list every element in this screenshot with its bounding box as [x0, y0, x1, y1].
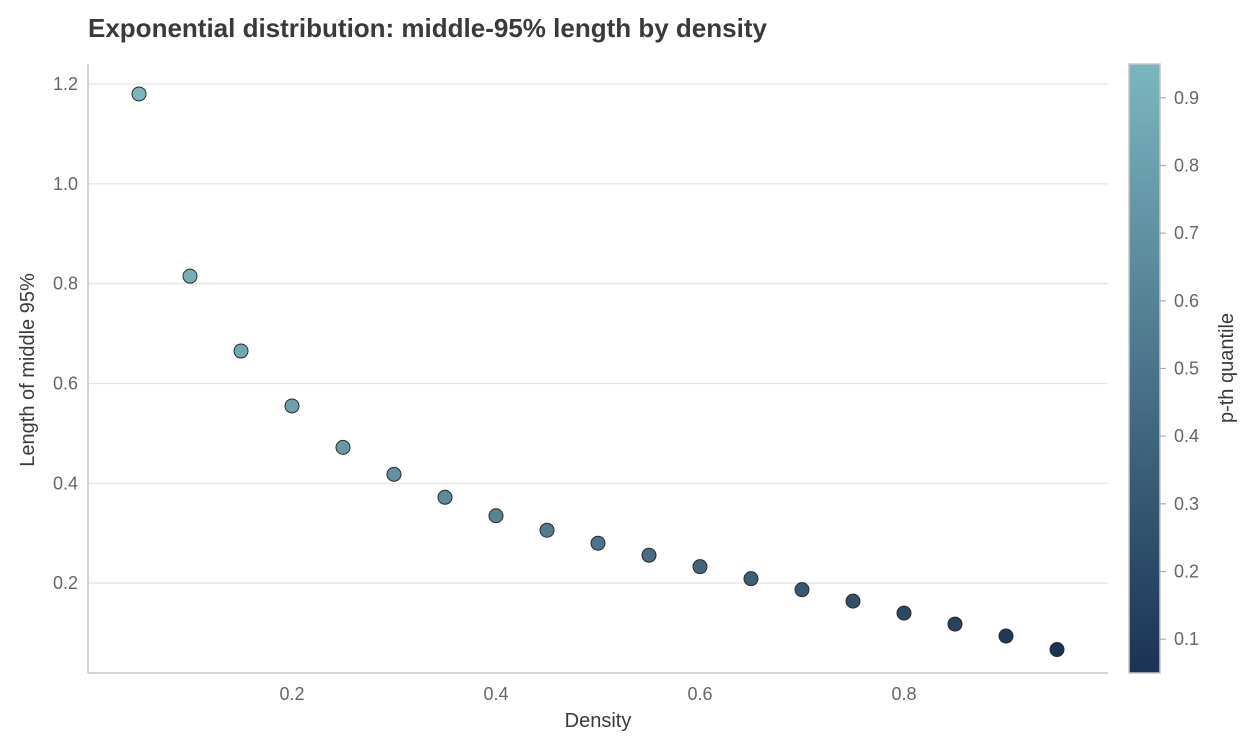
data-points [131, 86, 1065, 658]
colorbar-tick-label: 0.5 [1174, 359, 1199, 379]
data-point [539, 522, 555, 538]
data-point [233, 343, 249, 359]
y-tick-labels: 0.2 0.4 0.6 0.8 1.0 1.2 [53, 74, 78, 593]
colorbar-tick-label: 0.7 [1174, 223, 1199, 243]
colorbar-ticks: 0.1 0.2 0.3 0.4 0.5 0.6 0.7 0.8 0.9 [1160, 88, 1199, 649]
x-tick-label: 0.8 [891, 684, 916, 704]
x-tick-label: 0.2 [279, 684, 304, 704]
data-point [947, 616, 963, 632]
chart-title: Exponential distribution: middle-95% len… [88, 13, 767, 43]
x-tick-label: 0.4 [483, 684, 508, 704]
data-point [488, 508, 504, 524]
y-tick-label: 1.0 [53, 174, 78, 194]
data-point [182, 268, 198, 284]
colorbar-tick-label: 0.3 [1174, 494, 1199, 514]
x-tick-labels: 0.2 0.4 0.6 0.8 [279, 684, 916, 704]
y-tick-label: 0.8 [53, 274, 78, 294]
colorbar-tick-label: 0.4 [1174, 426, 1199, 446]
y-tick-label: 0.2 [53, 573, 78, 593]
y-tick-label: 0.4 [53, 473, 78, 493]
colorbar-tick-label: 0.6 [1174, 291, 1199, 311]
colorbar-tick-label: 0.9 [1174, 88, 1199, 108]
y-tick-label: 0.6 [53, 373, 78, 393]
y-tick-label: 1.2 [53, 74, 78, 94]
data-point [743, 571, 759, 587]
data-point [131, 86, 147, 102]
colorbar-tick-label: 0.2 [1174, 562, 1199, 582]
data-point [845, 593, 861, 609]
y-gridlines [88, 83, 1108, 584]
x-tick-label: 0.6 [687, 684, 712, 704]
data-point [692, 559, 708, 575]
data-point [641, 547, 657, 563]
data-point [896, 605, 912, 621]
data-point [590, 535, 606, 551]
data-point [1049, 642, 1065, 658]
data-point [437, 489, 453, 505]
colorbar-tick-label: 0.8 [1174, 156, 1199, 176]
data-point [335, 439, 351, 455]
x-axis-label: Density [565, 710, 632, 732]
data-point [284, 398, 300, 414]
colorbar-label: p-th quantile [1216, 313, 1238, 423]
data-point [386, 466, 402, 482]
colorbar [1128, 63, 1161, 674]
y-axis-label: Length of middle 95% [17, 273, 39, 467]
data-point [794, 582, 810, 598]
colorbar-tick-label: 0.1 [1174, 629, 1199, 649]
data-point [998, 628, 1014, 644]
